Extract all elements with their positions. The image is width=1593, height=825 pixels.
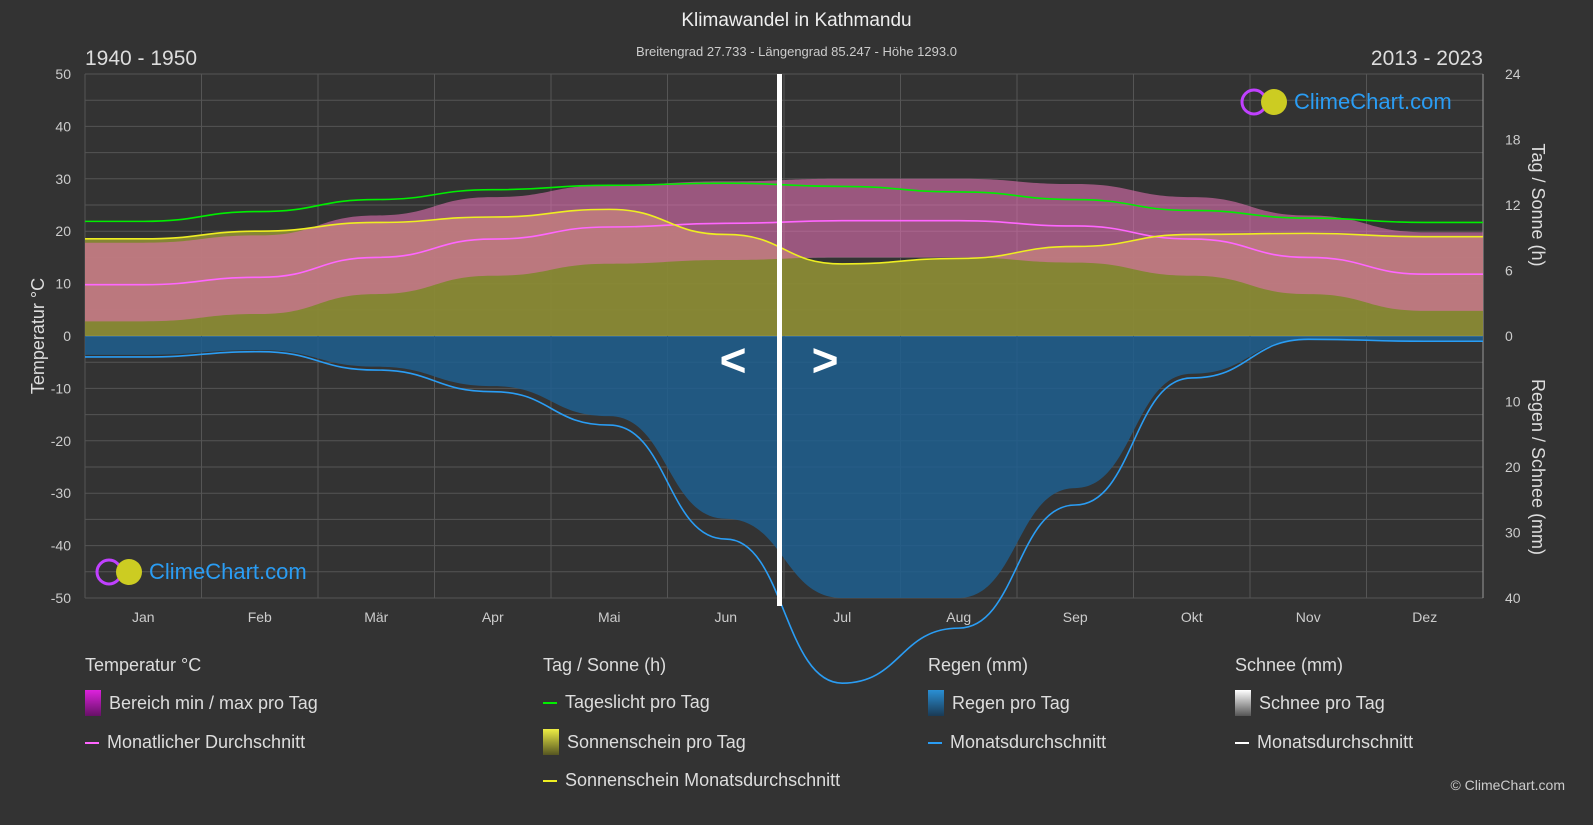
climechart-logo-icon [95, 558, 142, 586]
left-tick-label: -40 [51, 538, 71, 554]
legend-temp-title: Temperatur °C [85, 655, 202, 675]
left-tick-label: -20 [51, 433, 71, 449]
month-label: Nov [1296, 609, 1321, 625]
series-line-tageslicht-pro-tag [85, 182, 1483, 224]
prev-button[interactable]: < [720, 334, 747, 386]
left-tick-label: -50 [51, 590, 71, 606]
legend-rain-day: Regen pro Tag [928, 690, 1070, 716]
month-label: Jun [714, 609, 737, 625]
line-swatch-icon [928, 741, 942, 744]
logo-bottom[interactable]: ClimeChart.com [95, 556, 307, 588]
legend-snow-day: Schnee pro Tag [1235, 690, 1385, 716]
chart-title: Klimawandel in Kathmandu [681, 10, 912, 31]
left-axis-label: Temperatur °C [28, 278, 48, 394]
legend-temp-avg: Monatlicher Durchschnitt [85, 732, 305, 753]
next-button[interactable]: > [812, 334, 839, 386]
right-tick-label: 6 [1505, 263, 1513, 279]
right-tick-label: 40 [1505, 590, 1521, 606]
line-swatch-icon [85, 741, 99, 744]
line-swatch-icon [1235, 741, 1249, 744]
month-label: Apr [482, 609, 504, 625]
right-tick-label: 0 [1505, 328, 1513, 344]
left-tick-label: 30 [55, 171, 71, 187]
period-divider-handle[interactable] [777, 74, 782, 606]
snow-swatch-icon [1235, 690, 1251, 716]
right-tick-label: 12 [1505, 197, 1521, 213]
left-tick-label: 50 [55, 66, 71, 82]
legend-daylight: Tageslicht pro Tag [543, 692, 710, 713]
right-axis-label-bottom: Regen / Schnee (mm) [1528, 379, 1548, 555]
legend-rain-title: Regen (mm) [928, 655, 1029, 675]
copyright: © ClimeChart.com [1450, 777, 1565, 793]
rain-swatch-icon [928, 690, 944, 716]
left-tick-label: 0 [63, 328, 71, 344]
legend-sun-title: Tag / Sonne (h) [543, 655, 667, 675]
left-tick-label: 40 [55, 118, 71, 134]
range-swatch-icon [85, 690, 101, 716]
right-tick-label: 18 [1505, 132, 1521, 148]
month-label: Aug [946, 609, 971, 625]
month-label: Mär [364, 609, 388, 625]
series-line-monatsdurchschnitt [85, 338, 1483, 684]
line-swatch-icon [543, 701, 557, 704]
legend-rain-avg: Monatsdurchschnitt [928, 732, 1106, 753]
month-label: Mai [598, 609, 621, 625]
right-axis-label-top: Tag / Sonne (h) [1528, 143, 1548, 266]
line-swatch-icon [543, 779, 557, 782]
legend-snow-avg: Monatsdurchschnitt [1235, 732, 1413, 753]
chart-subtitle: Breitengrad 27.733 - Längengrad 85.247 -… [636, 44, 957, 59]
rain-area [85, 336, 1483, 598]
left-tick-label: -10 [51, 380, 71, 396]
legend-sunshine-day: Sonnenschein pro Tag [543, 729, 746, 755]
climechart-logo-icon [1240, 88, 1287, 116]
series-line-monatlicher-durchschnitt [85, 219, 1483, 286]
legend-snow-title: Schnee (mm) [1235, 655, 1344, 675]
month-label: Jul [833, 609, 851, 625]
month-label: Okt [1181, 609, 1203, 625]
month-label: Feb [248, 609, 272, 625]
legend-sunshine-avg: Sonnenschein Monatsdurchschnitt [543, 770, 840, 791]
left-tick-label: 10 [55, 276, 71, 292]
month-label: Sep [1063, 609, 1088, 625]
sunshine-swatch-icon [543, 729, 559, 755]
right-tick-label: 10 [1505, 394, 1521, 410]
left-tick-label: 20 [55, 223, 71, 239]
logo-text: ClimeChart.com [149, 559, 307, 584]
logo-text: ClimeChart.com [1294, 89, 1452, 114]
right-tick-label: 24 [1505, 66, 1521, 82]
left-tick-label: -30 [51, 485, 71, 501]
right-tick-label: 30 [1505, 525, 1521, 541]
right-tick-label: 20 [1505, 459, 1521, 475]
logo-top[interactable]: ClimeChart.com [1240, 86, 1452, 118]
period-left: 1940 - 1950 [85, 47, 198, 70]
legend-temp-range: Bereich min / max pro Tag [85, 690, 318, 716]
month-label: Jan [132, 609, 155, 625]
month-label: Dez [1412, 609, 1437, 625]
period-right: 2013 - 2023 [1370, 47, 1483, 70]
